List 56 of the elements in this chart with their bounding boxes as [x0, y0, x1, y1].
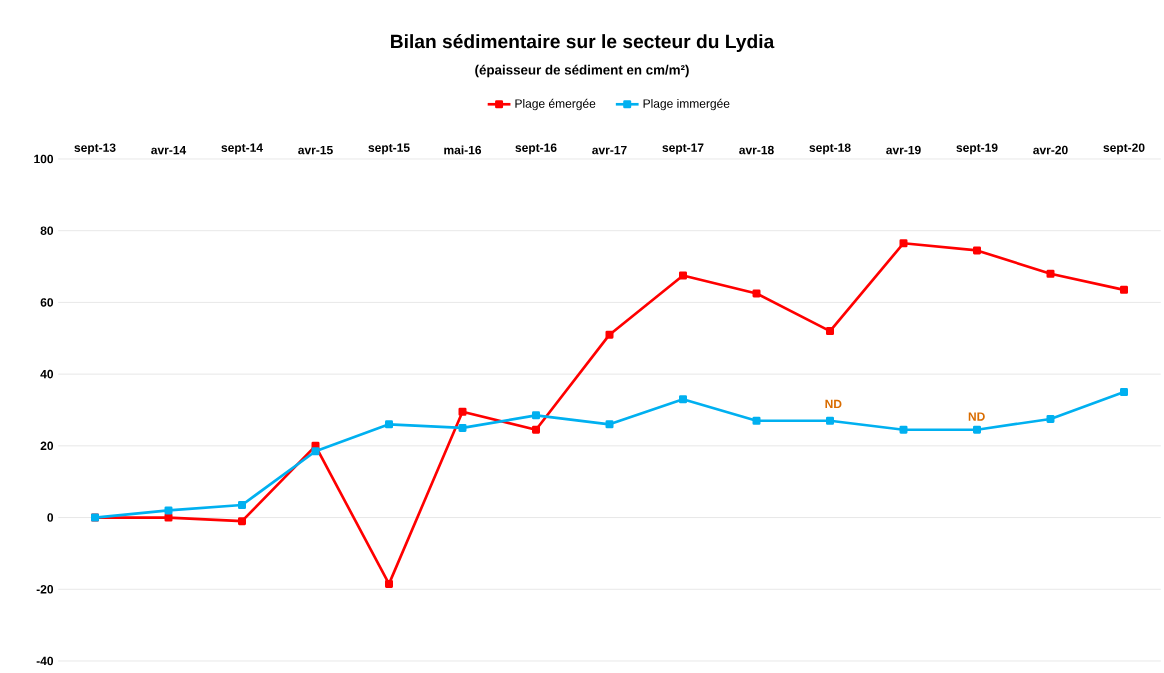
point [752, 289, 761, 298]
point [458, 423, 467, 432]
point [605, 330, 614, 339]
y-tick-label: 40 [40, 369, 54, 379]
point [532, 411, 541, 420]
point [973, 425, 982, 434]
x-tick-label: avr-14 [151, 145, 187, 155]
x-tick-label: sept-13 [74, 143, 116, 155]
point [679, 271, 688, 280]
x-tick-label: mai-16 [444, 145, 482, 155]
point [679, 395, 688, 404]
y-tick-label: -40 [36, 656, 54, 666]
x-tick-label: avr-18 [739, 145, 774, 155]
annotation: ND [968, 412, 985, 421]
x-tick-label: avr-17 [592, 145, 627, 155]
point [826, 327, 835, 336]
annotation: ND [825, 399, 842, 409]
x-tick-label: sept-16 [515, 143, 557, 155]
legend-label: Plage émergée [515, 98, 596, 111]
x-tick-label: sept-15 [368, 143, 410, 155]
point [458, 407, 467, 416]
point [1120, 285, 1129, 294]
x-tick-label: avr-19 [886, 145, 921, 155]
x-tick-label: sept-14 [221, 143, 263, 155]
point [973, 246, 982, 255]
x-tick-label: sept-17 [662, 143, 704, 155]
x-tick-label: avr-20 [1033, 145, 1068, 155]
y-tick-label: 60 [40, 298, 54, 307]
point [385, 579, 394, 588]
chart-subtitle: (épaisseur de sédiment en cm/m²) [475, 64, 689, 78]
x-tick-label: avr-15 [298, 145, 333, 155]
y-tick-label: 100 [34, 154, 54, 164]
x-tick-label: sept-20 [1103, 143, 1145, 155]
x-tick-label: sept-19 [956, 143, 998, 155]
point [238, 517, 247, 526]
point [752, 416, 761, 425]
point [899, 239, 908, 248]
point [164, 513, 173, 522]
point [1120, 388, 1129, 397]
legend-label: Plage immergée [643, 98, 730, 111]
point [899, 425, 908, 434]
y-tick-label: 20 [40, 441, 54, 451]
y-tick-label: -20 [36, 585, 54, 594]
x-tick-label: sept-18 [809, 143, 851, 155]
point [238, 501, 247, 510]
point [826, 416, 835, 425]
point [311, 447, 320, 456]
point [605, 420, 614, 429]
point [532, 425, 541, 434]
point [1046, 269, 1055, 278]
y-tick-label: 0 [47, 513, 54, 522]
point [385, 420, 394, 429]
chart-title: Bilan sédimentaire sur le secteur du Lydia [391, 33, 775, 53]
y-tick-label: 80 [40, 226, 54, 235]
point [164, 506, 173, 515]
point [1046, 414, 1055, 423]
